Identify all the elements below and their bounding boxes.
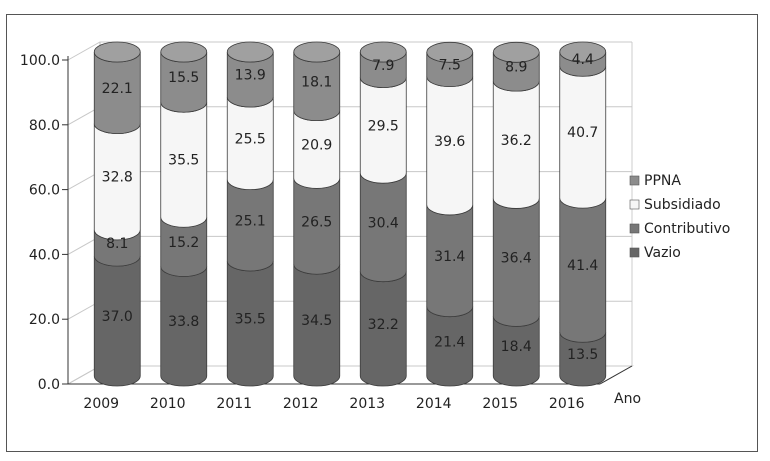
bar-group-2016 (559, 41, 607, 387)
x-tick-label: 2016 (549, 396, 585, 412)
x-tick-label: 2011 (216, 396, 252, 412)
bar-cap-2011 (226, 41, 274, 63)
y-tick-label: 20.0 (29, 312, 60, 328)
data-label: 36.4 (501, 250, 532, 266)
gridline (67, 300, 632, 320)
data-label: 4.4 (572, 52, 594, 68)
bar-group-2014 (426, 41, 474, 387)
y-tick-label: 40.0 (29, 247, 60, 263)
bar-cap-2014 (426, 41, 474, 63)
data-label: 34.5 (301, 313, 332, 329)
data-label: 25.1 (235, 213, 266, 229)
data-label: 7.9 (372, 58, 394, 74)
gridline (67, 41, 632, 61)
data-label: 22.1 (102, 81, 133, 97)
data-label: 15.5 (168, 70, 199, 86)
bar-group-2009 (93, 41, 141, 387)
data-label: 32.8 (102, 170, 133, 186)
x-tick-label: 2010 (150, 396, 186, 412)
y-tick-label: 80.0 (29, 118, 60, 134)
data-label: 40.7 (567, 125, 598, 141)
y-tick-label: 100.0 (20, 53, 60, 69)
data-label: 7.5 (439, 57, 461, 73)
data-label: 18.1 (301, 74, 332, 90)
data-label: 31.4 (434, 249, 465, 265)
x-tick-label: 2009 (83, 396, 119, 412)
data-label: 13.9 (235, 68, 266, 84)
x-tick-label: 2013 (349, 396, 385, 412)
legend-swatch-vazio (629, 247, 640, 258)
bar-group-2011 (226, 41, 274, 387)
x-tick-label: 2015 (482, 396, 518, 412)
data-label: 30.4 (368, 215, 399, 231)
legend-swatch-contributivo (629, 223, 640, 234)
gridline (67, 235, 632, 255)
y-tick-label: 60.0 (29, 183, 60, 199)
data-label: 8.1 (106, 236, 128, 252)
data-label: 21.4 (434, 334, 465, 350)
data-label: 39.6 (434, 134, 465, 150)
x-axis-depth (599, 365, 633, 385)
data-label: 26.5 (301, 214, 332, 230)
data-label: 41.4 (567, 258, 598, 274)
bar-group-2015 (492, 41, 540, 387)
data-label: 20.9 (301, 138, 332, 154)
data-label: 36.2 (501, 133, 532, 149)
data-label: 35.5 (235, 311, 266, 327)
legend-swatch-ppna (629, 175, 640, 186)
bar-group-2013 (359, 41, 407, 387)
bar-cap-2009 (93, 41, 141, 63)
x-tick-label: 2014 (416, 396, 452, 412)
bar-cap-2015 (492, 41, 540, 63)
gridline (67, 365, 632, 385)
x-axis-title: Ano (614, 391, 641, 407)
legend-label-vazio: Vazio (644, 245, 681, 261)
legend-label-ppna: PPNA (644, 173, 681, 189)
y-tick-label: 0.0 (38, 377, 60, 393)
bar-group-2010 (160, 41, 208, 387)
data-label: 25.5 (235, 131, 266, 147)
data-label: 13.5 (567, 347, 598, 363)
legend-label-contributivo: Contributivo (644, 221, 730, 237)
legend-swatch-subsidiado (629, 199, 640, 210)
legend-label-subsidiado: Subsidiado (644, 197, 721, 213)
data-label: 8.9 (505, 60, 527, 76)
bar-cap-2013 (359, 41, 407, 63)
data-label: 35.5 (168, 153, 199, 169)
bar-group-2012 (293, 41, 341, 387)
gridline (67, 171, 632, 191)
data-label: 29.5 (368, 118, 399, 134)
data-label: 37.0 (102, 309, 133, 325)
data-label: 18.4 (501, 339, 532, 355)
floor (67, 365, 634, 385)
x-tick-label: 2012 (283, 396, 319, 412)
bar-cap-2012 (293, 41, 341, 63)
data-label: 33.8 (168, 314, 199, 330)
bar-cap-2016 (559, 41, 607, 63)
data-label: 32.2 (368, 317, 399, 333)
data-label: 15.2 (168, 235, 199, 251)
gridline (67, 106, 632, 126)
bar-cap-2010 (160, 41, 208, 63)
